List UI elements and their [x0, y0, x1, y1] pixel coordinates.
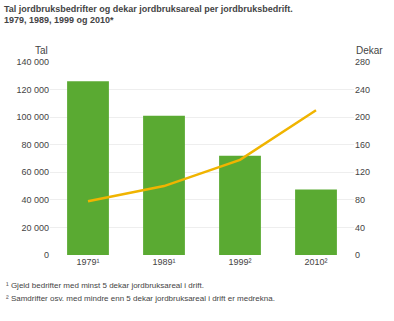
svg-text:280: 280 [355, 57, 370, 67]
svg-text:80 000: 80 000 [21, 140, 49, 150]
svg-text:0: 0 [355, 250, 360, 260]
svg-text:Dekar: Dekar [356, 45, 383, 56]
svg-text:40: 40 [355, 223, 365, 233]
svg-text:160: 160 [355, 140, 370, 150]
svg-text:1999²: 1999² [228, 257, 251, 267]
svg-text:¹ Gjeld bedrifter med minst 5: ¹ Gjeld bedrifter med minst 5 dekar jord… [6, 281, 204, 290]
svg-text:40 000: 40 000 [21, 195, 49, 205]
svg-text:80: 80 [355, 195, 365, 205]
svg-text:240: 240 [355, 85, 370, 95]
svg-text:Tal jordbruksbedrifter og deka: Tal jordbruksbedrifter og dekar jordbruk… [4, 4, 293, 26]
svg-text:2010²: 2010² [304, 257, 327, 267]
svg-text:20 000: 20 000 [21, 223, 49, 233]
svg-text:140 000: 140 000 [16, 57, 49, 67]
svg-text:1979¹: 1979¹ [76, 257, 99, 267]
svg-text:Tal: Tal [35, 45, 48, 56]
svg-text:60 000: 60 000 [21, 167, 49, 177]
svg-text:200: 200 [355, 112, 370, 122]
svg-text:120: 120 [355, 167, 370, 177]
svg-text:120 000: 120 000 [16, 85, 49, 95]
svg-text:1989¹: 1989¹ [152, 257, 175, 267]
svg-text:0: 0 [44, 250, 49, 260]
svg-text:² Samdrifter osv. med mindre e: ² Samdrifter osv. med mindre enn 5 dekar… [6, 294, 275, 303]
svg-text:100 000: 100 000 [16, 112, 49, 122]
